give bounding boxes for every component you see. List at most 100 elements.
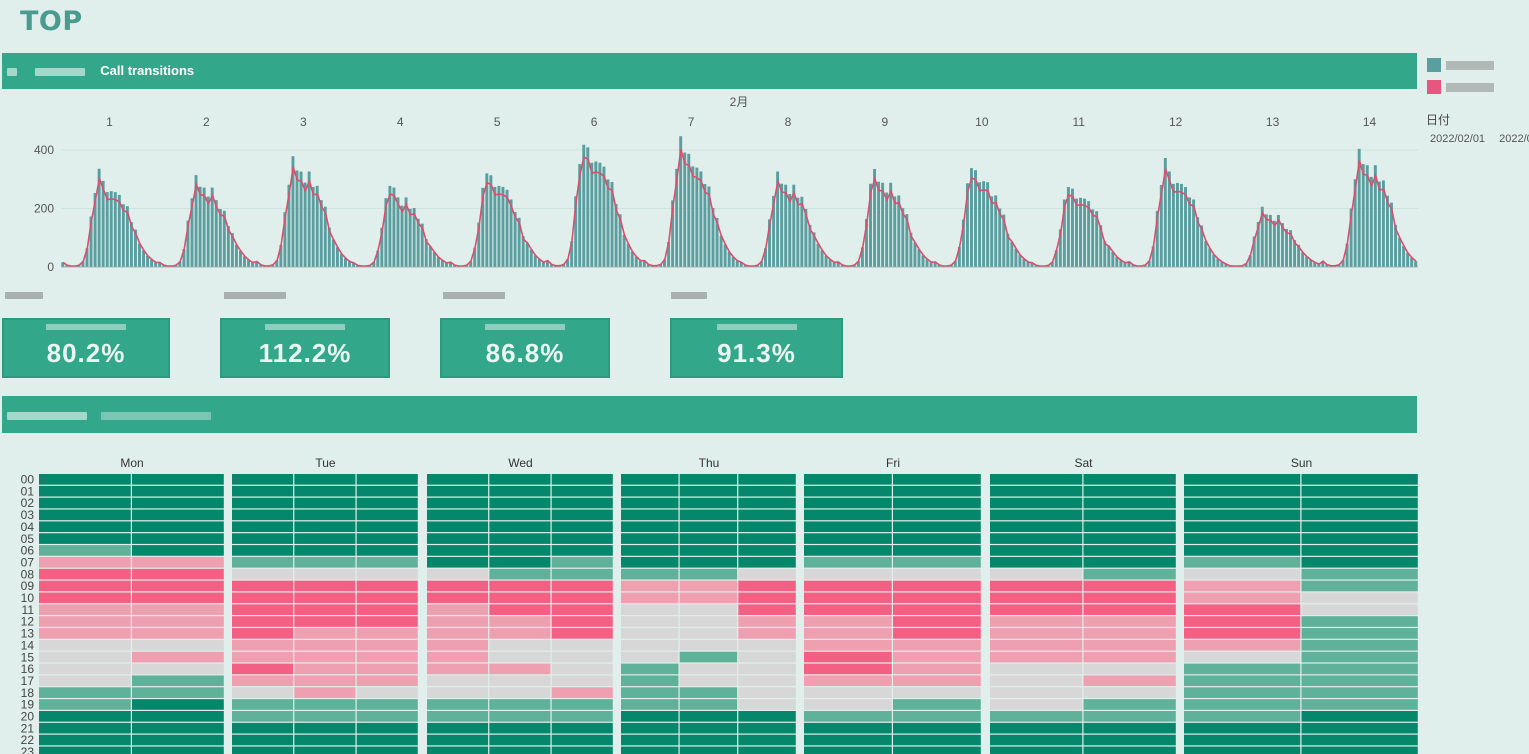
heatmap-cell[interactable] bbox=[738, 509, 796, 521]
heatmap-cell[interactable] bbox=[1083, 604, 1176, 615]
heatmap-cell[interactable] bbox=[1184, 699, 1301, 710]
heatmap-cell[interactable] bbox=[232, 509, 294, 521]
heatmap-cell[interactable] bbox=[1083, 675, 1176, 687]
heatmap-cell[interactable] bbox=[1184, 734, 1301, 746]
heatmap-cell[interactable] bbox=[489, 474, 551, 485]
heatmap-cell[interactable] bbox=[893, 568, 981, 580]
heatmap-cell[interactable] bbox=[427, 699, 489, 710]
heatmap-cell[interactable] bbox=[893, 734, 981, 746]
heatmap-cell[interactable] bbox=[1083, 533, 1176, 544]
heatmap-cell[interactable] bbox=[489, 746, 551, 754]
heatmap-cell[interactable] bbox=[427, 509, 489, 521]
heatmap-cell[interactable] bbox=[1301, 556, 1418, 568]
heatmap-cell[interactable] bbox=[489, 604, 551, 615]
heatmap-cell[interactable] bbox=[356, 545, 418, 556]
heatmap-cell[interactable] bbox=[132, 675, 224, 687]
heatmap-cell[interactable] bbox=[621, 556, 679, 568]
heatmap-cell[interactable] bbox=[621, 616, 679, 627]
heatmap-cell[interactable] bbox=[39, 687, 131, 698]
heatmap-cell[interactable] bbox=[39, 556, 131, 568]
heatmap-cell[interactable] bbox=[738, 734, 796, 746]
heatmap-cell[interactable] bbox=[804, 722, 892, 734]
heatmap-cell[interactable] bbox=[621, 485, 679, 497]
heatmap-cell[interactable] bbox=[804, 580, 892, 592]
heatmap-cell[interactable] bbox=[990, 746, 1083, 754]
heatmap-cell[interactable] bbox=[738, 521, 796, 533]
heatmap-cell[interactable] bbox=[738, 533, 796, 544]
heatmap-cell[interactable] bbox=[132, 722, 224, 734]
heatmap-cell[interactable] bbox=[356, 687, 418, 698]
heatmap-cell[interactable] bbox=[679, 687, 738, 698]
heatmap-cell[interactable] bbox=[893, 663, 981, 675]
heatmap-cell[interactable] bbox=[621, 545, 679, 556]
heatmap-cell[interactable] bbox=[1301, 545, 1418, 556]
heatmap-cell[interactable] bbox=[990, 663, 1083, 675]
heatmap-cell[interactable] bbox=[489, 639, 551, 651]
heatmap-cell[interactable] bbox=[1083, 521, 1176, 533]
heatmap-cell[interactable] bbox=[39, 651, 131, 663]
heatmap-cell[interactable] bbox=[990, 556, 1083, 568]
heatmap-cell[interactable] bbox=[1184, 663, 1301, 675]
heatmap-cell[interactable] bbox=[621, 734, 679, 746]
heatmap-cell[interactable] bbox=[679, 651, 738, 663]
heatmap-cell[interactable] bbox=[294, 616, 356, 627]
heatmap-cell[interactable] bbox=[232, 545, 294, 556]
heatmap-cell[interactable] bbox=[489, 628, 551, 639]
heatmap-cell[interactable] bbox=[621, 521, 679, 533]
heatmap-cell[interactable] bbox=[356, 616, 418, 627]
heatmap-cell[interactable] bbox=[893, 533, 981, 544]
heatmap-cell[interactable] bbox=[294, 533, 356, 544]
heatmap-cell[interactable] bbox=[804, 663, 892, 675]
heatmap-cell[interactable] bbox=[427, 545, 489, 556]
heatmap-cell[interactable] bbox=[356, 675, 418, 687]
heatmap-cell[interactable] bbox=[804, 568, 892, 580]
heatmap-cell[interactable] bbox=[489, 699, 551, 710]
heatmap-cell[interactable] bbox=[621, 722, 679, 734]
heatmap-cell[interactable] bbox=[489, 568, 551, 580]
heatmap-cell[interactable] bbox=[551, 592, 613, 604]
heatmap-cell[interactable] bbox=[551, 699, 613, 710]
heatmap-cell[interactable] bbox=[893, 545, 981, 556]
heatmap-cell[interactable] bbox=[551, 616, 613, 627]
date-filter-range[interactable]: 2022/02/01 2022/02/14 bbox=[1420, 128, 1529, 150]
heatmap-cell[interactable] bbox=[990, 722, 1083, 734]
heatmap-cell[interactable] bbox=[1083, 545, 1176, 556]
heatmap-cell[interactable] bbox=[1184, 616, 1301, 627]
heatmap-cell[interactable] bbox=[551, 474, 613, 485]
heatmap-cell[interactable] bbox=[738, 580, 796, 592]
heatmap-cell[interactable] bbox=[294, 509, 356, 521]
heatmap-cell[interactable] bbox=[551, 734, 613, 746]
heatmap-cell[interactable] bbox=[621, 509, 679, 521]
heatmap-cell[interactable] bbox=[804, 675, 892, 687]
heatmap-cell[interactable] bbox=[356, 734, 418, 746]
heatmap-cell[interactable] bbox=[1301, 639, 1418, 651]
heatmap-cell[interactable] bbox=[132, 663, 224, 675]
legend-item-calls[interactable] bbox=[1427, 54, 1494, 76]
heatmap-cell[interactable] bbox=[551, 722, 613, 734]
heatmap-cell[interactable] bbox=[804, 592, 892, 604]
heatmap-cell[interactable] bbox=[679, 628, 738, 639]
heatmap-cell[interactable] bbox=[132, 521, 224, 533]
heatmap-cell[interactable] bbox=[356, 580, 418, 592]
heatmap-cell[interactable] bbox=[621, 639, 679, 651]
heatmap-cell[interactable] bbox=[990, 628, 1083, 639]
heatmap-cell[interactable] bbox=[489, 509, 551, 521]
heatmap-cell[interactable] bbox=[990, 521, 1083, 533]
heatmap-cell[interactable] bbox=[489, 734, 551, 746]
heatmap-cell[interactable] bbox=[893, 639, 981, 651]
heatmap-cell[interactable] bbox=[621, 580, 679, 592]
heatmap-cell[interactable] bbox=[738, 722, 796, 734]
heatmap-cell[interactable] bbox=[232, 485, 294, 497]
heatmap-cell[interactable] bbox=[990, 639, 1083, 651]
heatmap-cell[interactable] bbox=[39, 604, 131, 615]
heatmap-cell[interactable] bbox=[621, 699, 679, 710]
heatmap-cell[interactable] bbox=[1184, 639, 1301, 651]
heatmap-cell[interactable] bbox=[679, 533, 738, 544]
heatmap-cell[interactable] bbox=[427, 533, 489, 544]
heatmap-cell[interactable] bbox=[893, 616, 981, 627]
heatmap-cell[interactable] bbox=[427, 521, 489, 533]
heatmap-cell[interactable] bbox=[551, 497, 613, 509]
heatmap-cell[interactable] bbox=[1184, 545, 1301, 556]
heatmap-cell[interactable] bbox=[679, 497, 738, 509]
heatmap-cell[interactable] bbox=[427, 746, 489, 754]
